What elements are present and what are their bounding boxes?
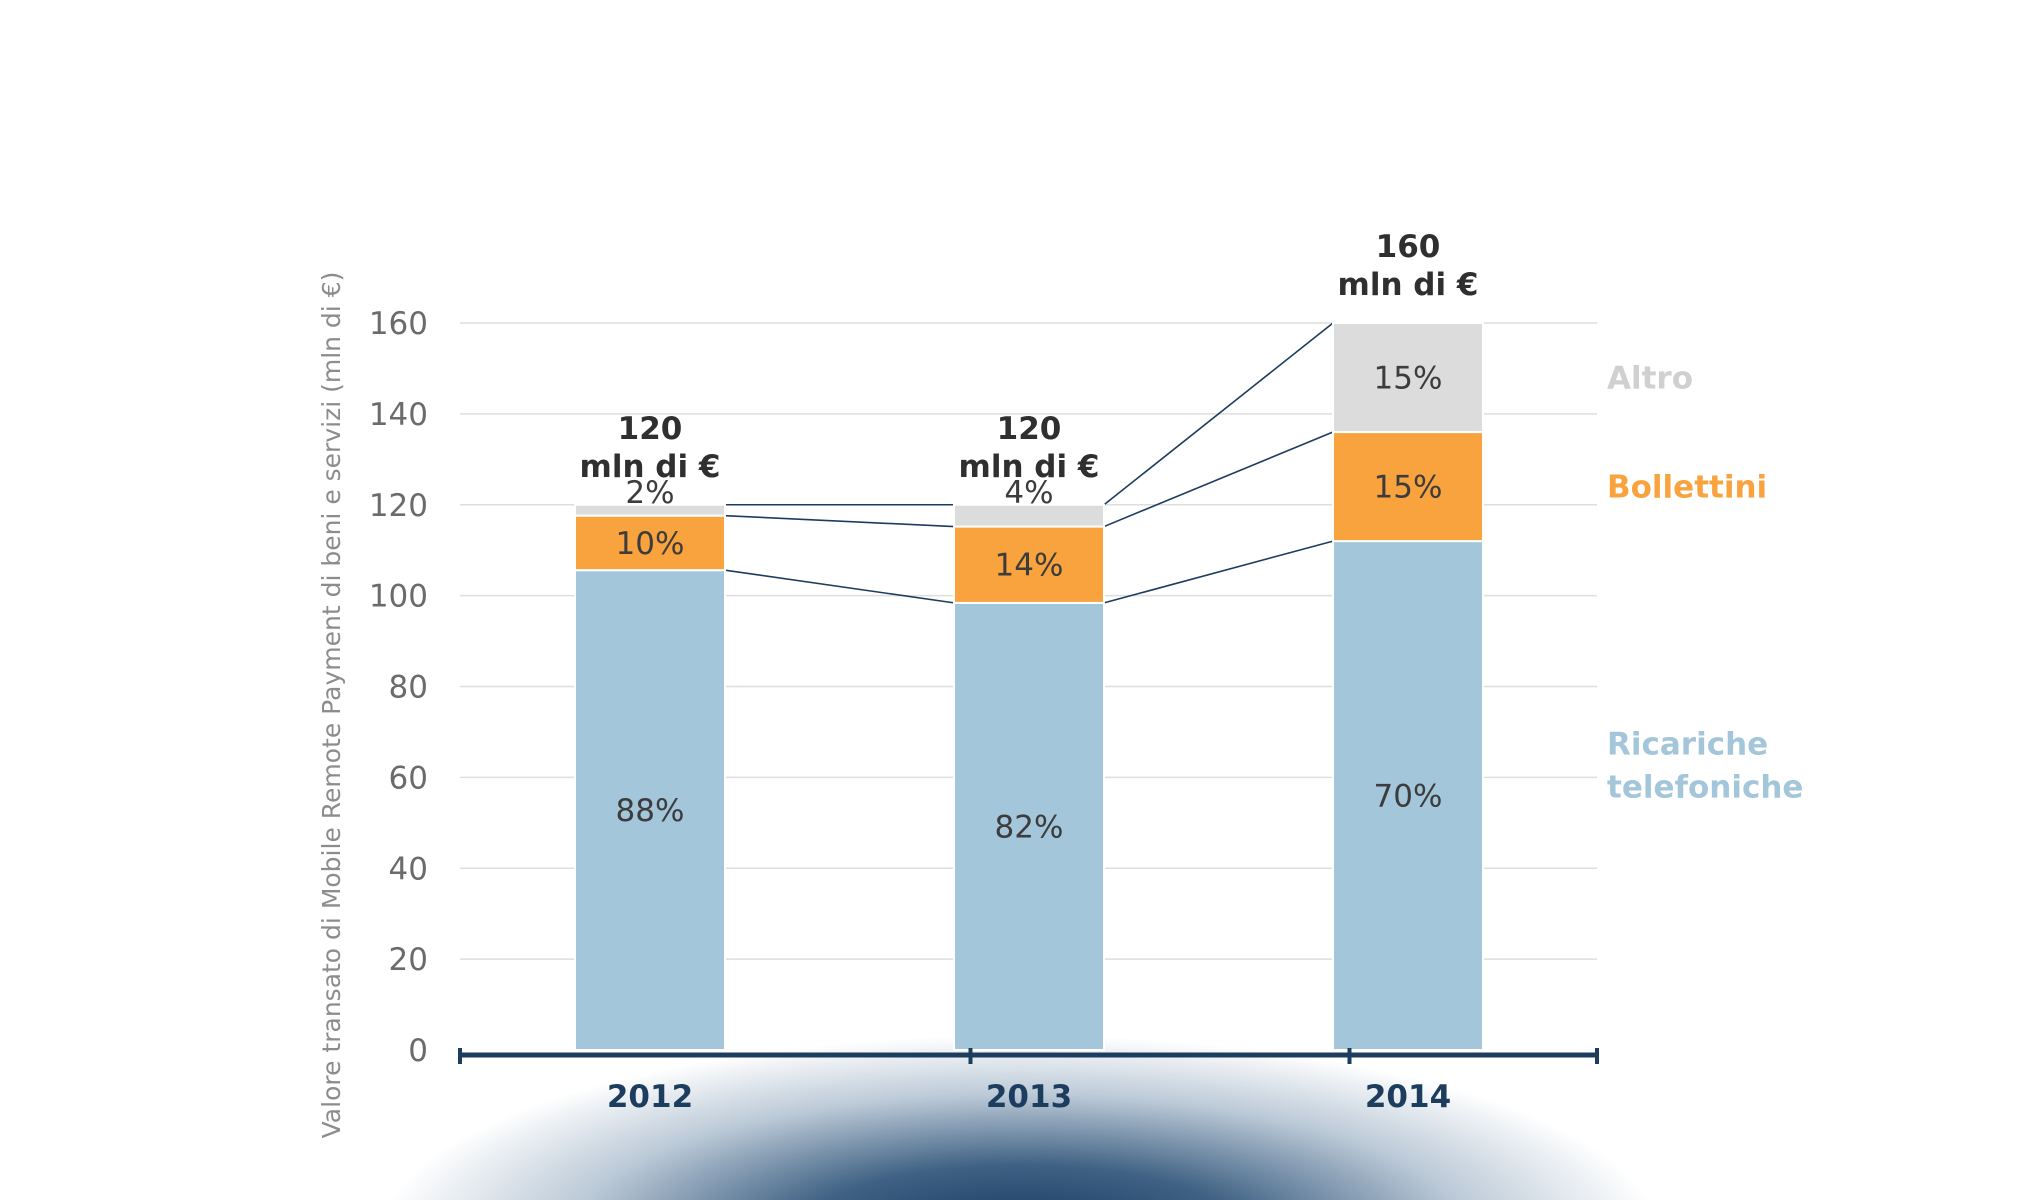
bar-value-label: 4% <box>1004 475 1053 511</box>
y-axis: 0 20 40 60 80 100 120 140 160 <box>369 306 428 1069</box>
bar-value-label: 15% <box>1374 361 1443 397</box>
bars <box>574 322 1484 1052</box>
y-axis-label: Valore transato di Mobile Remote Payment… <box>317 272 346 1139</box>
connector-line <box>724 569 955 604</box>
legend-label: Bollettini <box>1607 470 1767 506</box>
total-value: 120 <box>997 411 1062 447</box>
bar-value-label: 15% <box>1374 470 1443 506</box>
bar-2014-segment-3 <box>1332 322 1484 434</box>
bar-value-label: 88% <box>616 793 685 829</box>
x-tick-label: 2014 <box>1365 1079 1451 1115</box>
y-tick-label: 40 <box>389 851 428 887</box>
bar-value-label: 82% <box>995 809 1064 845</box>
connector-line <box>1103 322 1334 506</box>
bar-value-label: 10% <box>616 526 685 562</box>
x-tick-label: 2012 <box>607 1079 693 1115</box>
connector-lines <box>724 322 1334 604</box>
bar-2014-segment-2 <box>1332 431 1484 543</box>
total-value: 160 <box>1376 229 1441 265</box>
y-tick-label: 0 <box>408 1033 428 1069</box>
bar-value-label: 14% <box>995 548 1064 584</box>
y-tick-label: 20 <box>389 942 428 978</box>
total-unit: mln di € <box>959 449 1100 485</box>
legend-label: Altro <box>1607 361 1693 397</box>
bar-value-label: 2% <box>625 475 674 511</box>
y-tick-label: 160 <box>369 306 428 342</box>
bar-2012-segment-2 <box>574 514 726 572</box>
bar-2014-segment-1 <box>1332 540 1484 1051</box>
total-unit: mln di € <box>1338 267 1479 303</box>
bar-2013-segment-2 <box>953 525 1105 604</box>
bar-2013-segment-1 <box>953 601 1105 1052</box>
bar-2012-segment-1 <box>574 569 726 1051</box>
legend-label: Ricariche <box>1607 727 1768 763</box>
legend-label: telefoniche <box>1607 770 1803 806</box>
connector-line <box>1103 431 1334 528</box>
x-axis: 2012 2013 2014 <box>458 1048 1599 1115</box>
bar-2013-segment-3 <box>953 503 1105 528</box>
bar-labels: 88% 10% 2% 82% 14% 4% 70% 15% 15% <box>616 361 1443 846</box>
bar-value-label: 70% <box>1374 779 1443 815</box>
y-tick-label: 120 <box>369 488 428 524</box>
bar-2012-segment-3 <box>574 503 726 517</box>
x-tick-label: 2013 <box>986 1079 1072 1115</box>
y-tick-label: 140 <box>369 397 428 433</box>
connector-line <box>724 514 955 528</box>
y-tick-label: 60 <box>389 760 428 796</box>
y-tick-label: 80 <box>389 670 428 706</box>
y-tick-label: 100 <box>369 579 428 615</box>
legend: Ricariche telefoniche Bollettini Altro <box>1607 361 1803 806</box>
connector-line <box>1103 540 1334 604</box>
total-unit: mln di € <box>580 449 721 485</box>
total-value: 120 <box>618 411 683 447</box>
